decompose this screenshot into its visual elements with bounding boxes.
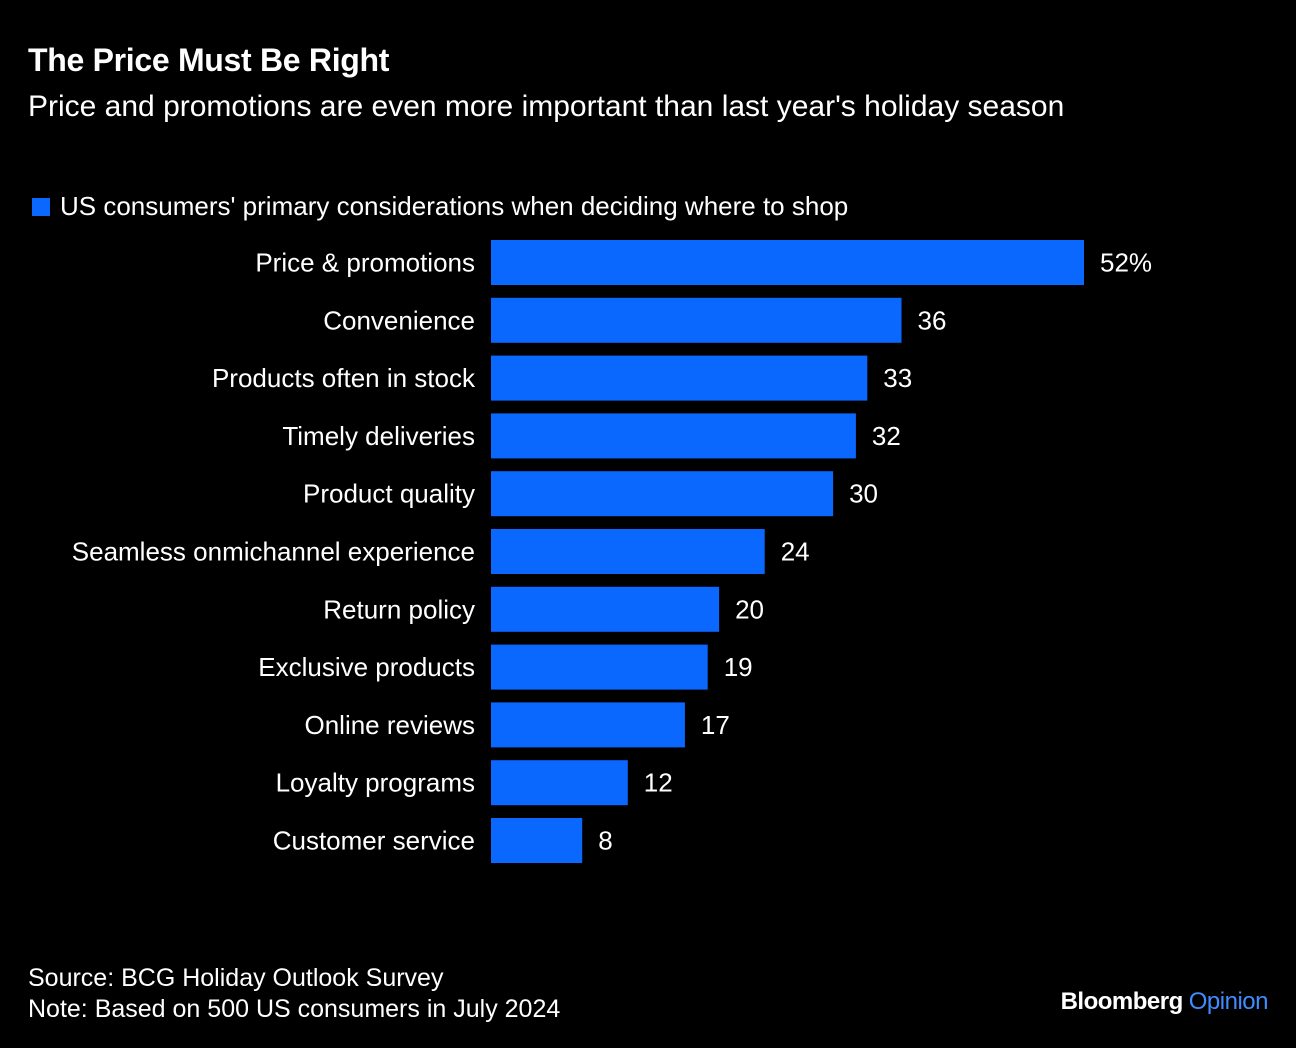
legend-swatch xyxy=(32,197,50,216)
source-note: Source: BCG Holiday Outlook Survey xyxy=(28,964,444,992)
bar xyxy=(491,818,583,863)
chart-legend: US consumers' primary considerations whe… xyxy=(32,191,848,222)
value-label: 24 xyxy=(781,537,810,567)
bar xyxy=(491,529,765,574)
chart-footer: Source: BCG Holiday Outlook Survey Note:… xyxy=(28,963,560,1025)
value-label: 32 xyxy=(872,421,901,451)
value-label: 8 xyxy=(598,826,612,856)
value-label: 20 xyxy=(735,594,764,624)
category-label: Seamless onmichannel experience xyxy=(72,537,475,567)
bar xyxy=(491,471,834,517)
category-label: Loyalty programs xyxy=(276,768,475,798)
category-label: Exclusive products xyxy=(258,652,475,682)
value-label: 36 xyxy=(918,305,947,335)
bar xyxy=(491,644,708,690)
category-label: Timely deliveries xyxy=(282,421,475,451)
category-label: Online reviews xyxy=(304,710,475,740)
brand-logo: Bloomberg Opinion xyxy=(1060,988,1269,1016)
value-label: 30 xyxy=(849,479,878,509)
category-label: Products often in stock xyxy=(212,363,476,393)
footnote: Note: Based on 500 US consumers in July … xyxy=(28,995,561,1023)
value-label: 12 xyxy=(644,768,673,798)
category-label: Price & promotions xyxy=(255,248,475,278)
chart-subtitle: Price and promotions are even more impor… xyxy=(28,90,1065,123)
category-label: Customer service xyxy=(273,826,475,856)
bar xyxy=(491,240,1084,285)
value-label: 17 xyxy=(701,710,730,740)
brand-name: Bloomberg xyxy=(1060,988,1184,1015)
bar xyxy=(491,297,902,343)
bar xyxy=(491,586,720,632)
category-label: Convenience xyxy=(323,305,475,335)
bar xyxy=(491,760,628,806)
bar xyxy=(491,702,685,748)
bar xyxy=(491,413,856,459)
brand-accent: Opinion xyxy=(1188,988,1269,1015)
category-label: Product quality xyxy=(303,479,475,509)
value-label: 52% xyxy=(1100,248,1152,278)
legend-label: US consumers' primary considerations whe… xyxy=(60,191,849,221)
value-label: 33 xyxy=(883,363,912,393)
bar xyxy=(491,355,868,401)
value-label: 19 xyxy=(724,652,753,682)
category-label: Return policy xyxy=(323,594,475,624)
chart-title: The Price Must Be Right xyxy=(28,42,390,78)
